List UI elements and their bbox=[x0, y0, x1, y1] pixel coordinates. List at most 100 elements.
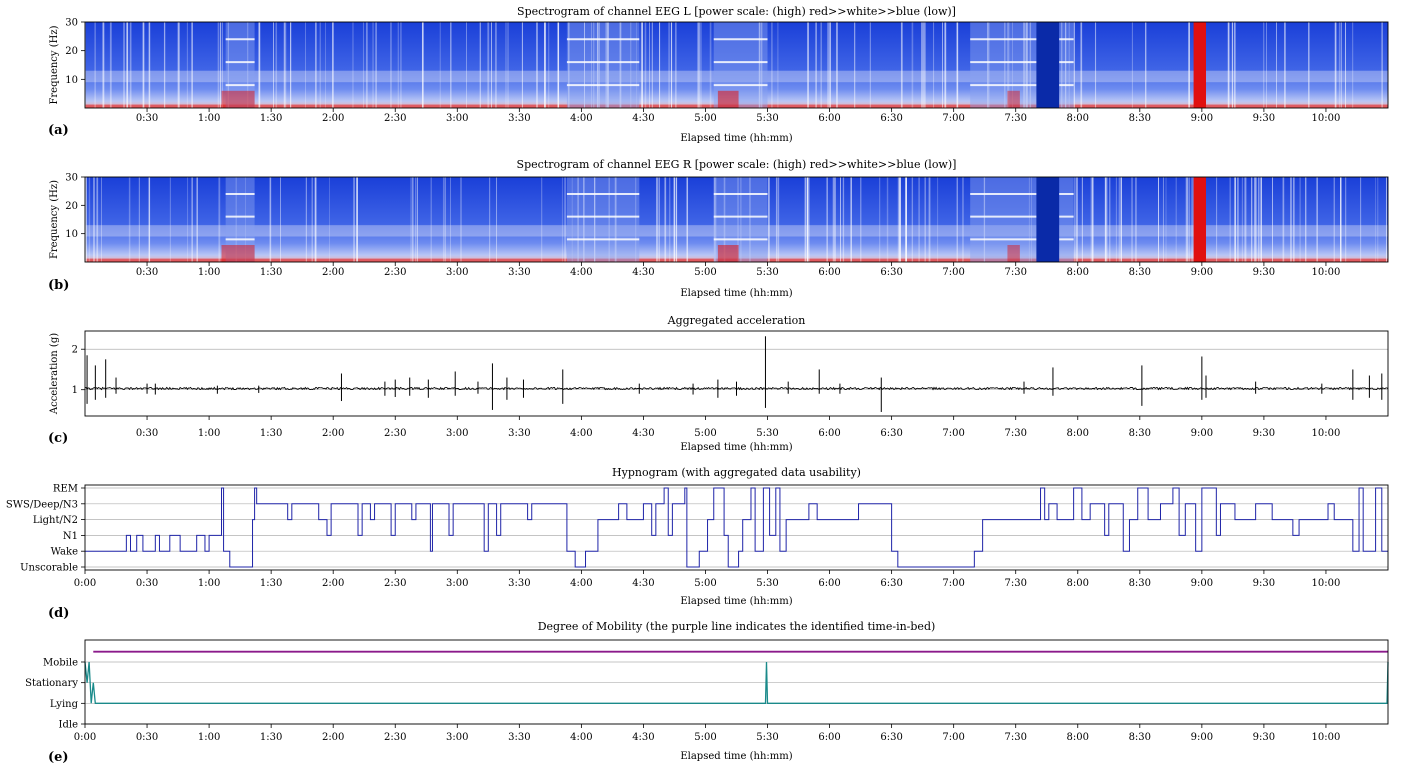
x-tick-label: 6:30 bbox=[880, 578, 902, 589]
x-tick-label: 2:30 bbox=[384, 113, 406, 124]
x-tick-label: 4:00 bbox=[570, 267, 592, 278]
x-tick-label: 8:30 bbox=[1129, 113, 1151, 124]
x-tick-label: 9:30 bbox=[1253, 113, 1275, 124]
high-power-column bbox=[1193, 22, 1206, 108]
high-power-column bbox=[1007, 245, 1020, 262]
x-tick-label: 4:30 bbox=[632, 113, 654, 124]
x-tick-label: 0:30 bbox=[136, 578, 158, 589]
x-tick-label: 6:00 bbox=[818, 113, 840, 124]
x-axis-label: Elapsed time (hh:mm) bbox=[680, 751, 792, 762]
x-tick-label: 7:00 bbox=[942, 267, 964, 278]
x-tick-label: 9:30 bbox=[1253, 428, 1275, 439]
y-tick-label: 30 bbox=[65, 18, 78, 29]
y-tick-label: 30 bbox=[65, 173, 78, 184]
x-tick-label: 6:30 bbox=[880, 113, 902, 124]
plot-frame bbox=[84, 639, 1389, 725]
plot-frame bbox=[84, 176, 1389, 263]
x-axis-label: Elapsed time (hh:mm) bbox=[680, 133, 792, 144]
x-tick-label: 7:30 bbox=[1004, 113, 1026, 124]
panel-letter: (b) bbox=[48, 278, 69, 293]
x-tick-label: 4:00 bbox=[570, 113, 592, 124]
x-tick-label: 9:00 bbox=[1191, 732, 1213, 743]
y-axis-label: Frequency (Hz) bbox=[49, 180, 60, 259]
x-tick-label: 3:00 bbox=[446, 732, 468, 743]
y-category-label: REM bbox=[53, 484, 78, 495]
x-tick-label: 6:30 bbox=[880, 428, 902, 439]
signal-loss-block bbox=[1036, 177, 1060, 262]
x-tick-label: 1:00 bbox=[198, 428, 220, 439]
x-tick-label: 2:00 bbox=[322, 113, 344, 124]
x-tick-label: 4:30 bbox=[632, 267, 654, 278]
x-tick-label: 8:30 bbox=[1129, 267, 1151, 278]
x-tick-label: 1:00 bbox=[198, 578, 220, 589]
x-tick-label: 8:00 bbox=[1067, 732, 1089, 743]
x-tick-label: 8:00 bbox=[1067, 578, 1089, 589]
plot-frame bbox=[84, 330, 1389, 417]
chart-title: Spectrogram of channel EEG L [power scal… bbox=[517, 5, 956, 18]
y-tick-label: 20 bbox=[65, 201, 78, 212]
chart-title: Spectrogram of channel EEG R [power scal… bbox=[517, 158, 957, 171]
x-tick-label: 7:30 bbox=[1004, 732, 1026, 743]
x-tick-label: 9:00 bbox=[1191, 428, 1213, 439]
x-tick-label: 1:00 bbox=[198, 267, 220, 278]
x-axis-label: Elapsed time (hh:mm) bbox=[680, 442, 792, 453]
x-tick-label: 9:00 bbox=[1191, 113, 1213, 124]
acceleration-panel: 1 2 0:30 1:00 1:30 2:00 2:30 3:00 3:30 4:00 4:30 5:… bbox=[48, 314, 1389, 453]
x-tick-label: 4:30 bbox=[632, 732, 654, 743]
chart-title: Degree of Mobility (the purple line indi… bbox=[538, 620, 936, 633]
x-tick-label: 7:00 bbox=[942, 113, 964, 124]
x-tick-label: 6:00 bbox=[818, 578, 840, 589]
x-tick-label: 0:30 bbox=[136, 428, 158, 439]
x-tick-label: 7:00 bbox=[942, 732, 964, 743]
x-tick-label: 6:30 bbox=[880, 267, 902, 278]
x-tick-label: 6:30 bbox=[880, 732, 902, 743]
y-category-label: Stationary bbox=[25, 678, 78, 689]
x-tick-label: 5:00 bbox=[694, 113, 716, 124]
x-tick-label: 8:30 bbox=[1129, 732, 1151, 743]
chart-title: Aggregated acceleration bbox=[667, 314, 806, 327]
x-tick-label: 2:30 bbox=[384, 578, 406, 589]
y-axis-label: Frequency (Hz) bbox=[49, 25, 60, 104]
x-tick-label: 3:30 bbox=[508, 428, 530, 439]
x-tick-label: 8:00 bbox=[1067, 113, 1089, 124]
x-tick-label: 8:30 bbox=[1129, 578, 1151, 589]
alpha-band bbox=[85, 225, 1388, 237]
artifact-block bbox=[566, 177, 640, 262]
panel-letter: (d) bbox=[48, 606, 69, 621]
x-tick-label: 5:00 bbox=[694, 428, 716, 439]
x-tick-label: 0:30 bbox=[136, 267, 158, 278]
x-tick-label: 0:00 bbox=[74, 578, 96, 589]
x-tick-label: 0:30 bbox=[136, 732, 158, 743]
x-tick-label: 5:30 bbox=[756, 428, 778, 439]
x-tick-label: 1:30 bbox=[260, 732, 282, 743]
panel-letter: (e) bbox=[48, 750, 69, 765]
y-category-label: Unscorable bbox=[20, 563, 78, 574]
x-tick-label: 4:00 bbox=[570, 428, 592, 439]
high-power-column bbox=[717, 245, 739, 262]
y-axis-label: Acceleration (g) bbox=[49, 333, 60, 415]
alpha-band bbox=[85, 70, 1388, 83]
x-tick-label: 3:00 bbox=[446, 428, 468, 439]
x-tick-label: 10:00 bbox=[1312, 732, 1341, 743]
x-tick-label: 3:00 bbox=[446, 578, 468, 589]
high-power-column bbox=[221, 90, 255, 108]
x-tick-label: 6:00 bbox=[818, 428, 840, 439]
x-tick-label: 0:00 bbox=[74, 732, 96, 743]
x-axis-label: Elapsed time (hh:mm) bbox=[680, 288, 792, 299]
y-category-label: Idle bbox=[59, 720, 79, 731]
x-tick-label: 10:00 bbox=[1312, 267, 1341, 278]
signal-loss-block bbox=[1036, 22, 1060, 108]
y-category-label: SWS/Deep/N3 bbox=[6, 499, 78, 510]
y-tick-label: 20 bbox=[65, 46, 78, 57]
x-tick-label: 2:00 bbox=[322, 428, 344, 439]
x-tick-label: 10:00 bbox=[1312, 113, 1341, 124]
x-tick-label: 1:00 bbox=[198, 113, 220, 124]
x-tick-label: 7:30 bbox=[1004, 428, 1026, 439]
x-tick-label: 2:30 bbox=[384, 267, 406, 278]
y-tick-label: 2 bbox=[72, 345, 78, 356]
x-tick-label: 5:00 bbox=[694, 267, 716, 278]
x-tick-label: 3:30 bbox=[508, 732, 530, 743]
x-tick-label: 3:30 bbox=[508, 578, 530, 589]
x-tick-label: 4:30 bbox=[632, 428, 654, 439]
